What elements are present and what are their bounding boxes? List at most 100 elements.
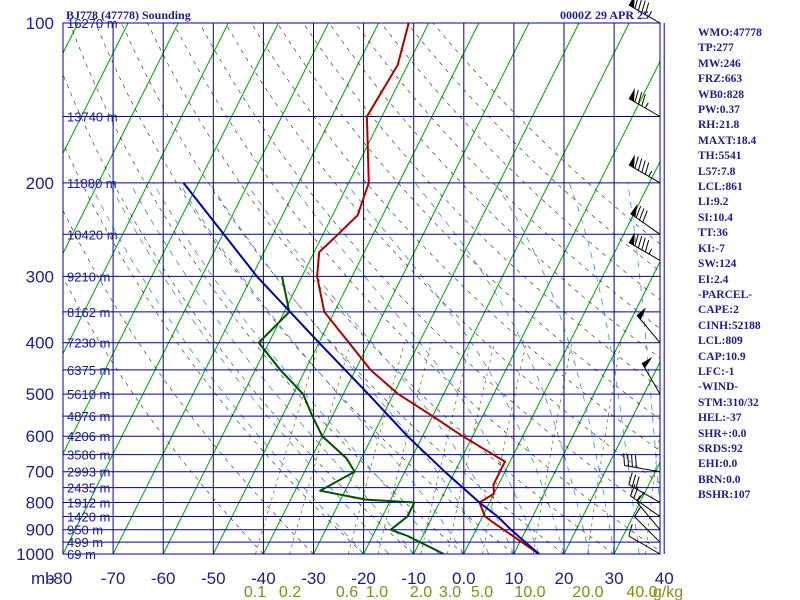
isotherm-line xyxy=(63,23,129,155)
isotherm-line xyxy=(162,23,430,554)
pressure-tick-label: 400 xyxy=(26,334,54,353)
wind-barb xyxy=(634,505,661,543)
wind-barb-feather xyxy=(641,93,646,107)
temperature-tick-label: 30 xyxy=(605,569,624,588)
wind-barb-half-feather xyxy=(636,495,641,501)
index-item: EI:2.4 xyxy=(698,273,729,286)
wind-barb-feather xyxy=(630,484,636,497)
wind-barb-feather xyxy=(634,156,639,169)
pressure-tick-label: 800 xyxy=(26,494,54,513)
pressure-tick-label: 700 xyxy=(26,463,54,482)
height-label: 4876 m xyxy=(67,409,110,424)
index-item: PW:0.37 xyxy=(698,104,740,117)
height-label: 7230 m xyxy=(67,336,110,351)
mixing-ratio-line xyxy=(420,342,471,554)
dry-adiabat-line xyxy=(199,23,660,518)
height-label: 499 m xyxy=(67,535,103,550)
indices-panel: WMO:47778 TP:277 MW:246 FRZ:663 WB0:828 PW:0.… xyxy=(698,26,798,504)
wind-barb-flag xyxy=(630,203,638,218)
mixing-ratio-label: 0.6 xyxy=(336,584,358,600)
parcel-profile xyxy=(182,182,540,554)
height-label: 4206 m xyxy=(67,429,110,444)
wind-barb xyxy=(628,523,661,555)
mixing-ratio-line xyxy=(645,428,660,554)
wind-barb-feather xyxy=(644,2,650,15)
moist-adiabat-line xyxy=(209,182,490,554)
wind-barb-staff xyxy=(624,465,661,473)
dry-adiabat-line xyxy=(69,23,465,554)
pressure-tick-label: 600 xyxy=(26,427,54,446)
index-item: LCL:809 xyxy=(698,335,743,348)
wind-barb-half-feather xyxy=(648,248,653,255)
wind-barb-staff xyxy=(628,535,661,555)
mixing-ratio-label: g/kg xyxy=(653,584,683,600)
wind-barb-feather xyxy=(628,472,633,485)
mixing-ratio-line xyxy=(532,342,573,554)
height-label: 6375 m xyxy=(67,363,110,378)
index-item: L57:7.8 xyxy=(698,165,736,178)
height-label: 5610 m xyxy=(67,387,110,402)
pressure-tick-label: 300 xyxy=(26,267,54,286)
height-label: 1420 m xyxy=(67,510,110,525)
index-item: -PARCEL- xyxy=(698,288,753,301)
temperature-tick-label: -40 xyxy=(251,569,276,588)
index-item: MW:246 xyxy=(698,57,741,70)
mixing-ratio-label: 5.0 xyxy=(471,584,493,600)
index-item: WMO:47778 xyxy=(698,27,762,39)
moist-adiabat-line xyxy=(108,182,389,554)
height-label: 9210 m xyxy=(67,269,110,284)
temperature-tick-label: -30 xyxy=(301,569,326,588)
wind-barb xyxy=(630,203,661,235)
index-item: STM:310/32 xyxy=(698,396,759,409)
index-item: SRDS:92 xyxy=(698,442,743,455)
mixing-ratio-label: 10.0 xyxy=(514,584,545,600)
mixing-ratio-label: 1.0 xyxy=(366,584,388,600)
wind-barb-feather xyxy=(639,208,645,221)
plot-frame xyxy=(62,22,661,555)
isotherm-line xyxy=(363,23,630,554)
isotherm-line xyxy=(313,23,580,554)
index-item: TP:277 xyxy=(698,42,734,55)
station-title: BJ778 (47778) Sounding xyxy=(66,8,191,22)
moist-adiabat-line xyxy=(290,182,540,554)
height-label: 69 m xyxy=(67,547,96,562)
pressure-tick-label: 100 xyxy=(26,14,54,33)
y-axis-title: mb xyxy=(31,569,55,588)
isotherm-line xyxy=(0,23,28,554)
wind-barb-feather xyxy=(635,205,642,218)
height-label: 1912 m xyxy=(67,496,110,511)
mixing-ratio-line xyxy=(289,342,352,554)
index-item: CAPE:2 xyxy=(698,304,739,317)
wind-barb-feather xyxy=(631,454,633,467)
isotherm-line xyxy=(112,23,380,554)
isotherm-line xyxy=(63,23,179,255)
wind-barb-staff xyxy=(628,164,661,184)
wind-barb-feather xyxy=(644,239,650,253)
wind-barb-half-feather xyxy=(648,170,653,177)
wind-barb-feather xyxy=(637,158,643,171)
wind-barb xyxy=(628,0,661,24)
wind-barb-flag xyxy=(642,356,653,369)
temperature-tick-label: 40 xyxy=(655,569,674,588)
isotherm-line xyxy=(413,60,660,554)
wind-barb xyxy=(641,356,661,395)
height-label: 13740 m xyxy=(67,110,118,125)
wind-barb-flag xyxy=(628,0,635,8)
height-label: 2435 m xyxy=(67,481,110,496)
index-item: SI:10.4 xyxy=(698,211,733,224)
wind-barb-feather xyxy=(634,455,637,468)
dry-adiabat-line xyxy=(95,23,515,554)
index-item: BRN:0.0 xyxy=(698,473,741,486)
wind-barb-staff xyxy=(634,516,661,543)
isotherm-line xyxy=(463,160,660,554)
index-item: -WIND- xyxy=(698,381,739,394)
height-label: 8162 m xyxy=(67,305,110,320)
wind-barb-feather xyxy=(631,474,637,487)
moist-adiabat-line xyxy=(627,182,660,512)
temperature-profile xyxy=(316,23,540,554)
isotherm-line xyxy=(563,360,660,554)
wind-barb xyxy=(623,453,661,473)
mixing-ratio-line xyxy=(255,342,320,554)
temperature-tick-label: 0.0 xyxy=(452,569,476,588)
